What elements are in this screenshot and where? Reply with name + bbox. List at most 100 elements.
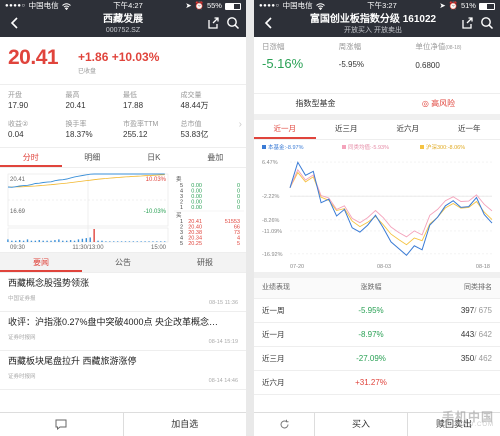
search-icon[interactable] — [226, 16, 240, 30]
x-label-mid: 08-03 — [377, 264, 391, 270]
stat-open: 开盘 17.90 — [8, 92, 29, 110]
stat-turnover: 换手率 18.37% — [65, 121, 93, 139]
svg-text:73: 73 — [234, 230, 240, 236]
current-price: 20.41 — [8, 46, 59, 69]
news-item[interactable]: 收评：沪指涨0.27%盘中突破4000点 央企改革概念… 证券时报网 08-14… — [0, 312, 246, 351]
performance-chart[interactable]: 本基金:-8.97% 同类均值:-5.93% 沪深300:-8.06% 6.47… — [254, 140, 500, 272]
volume-bar — [18, 240, 21, 242]
weekly-change: 周涨幅 -5.95% — [338, 42, 365, 69]
volume-bar — [152, 241, 154, 242]
add-watchlist-button[interactable]: 加自选 — [122, 413, 247, 436]
volume-bar — [136, 241, 138, 242]
volume-bar — [109, 241, 111, 242]
tab-detail[interactable]: 明细 — [84, 153, 101, 162]
series-peer-avg-line — [289, 168, 493, 238]
svg-text:20.41: 20.41 — [188, 219, 202, 225]
svg-text:0: 0 — [237, 183, 240, 189]
redeem-button[interactable]: 赎回卖出 — [407, 413, 500, 436]
volume-bar — [54, 240, 56, 242]
tab-intraday[interactable]: 分时 — [0, 148, 62, 167]
period-tabs: 近一月 近三月 近六月 近一年 — [254, 120, 500, 140]
pct-bottom-label: -10.03% — [144, 209, 167, 215]
stat-eps: 收益② 0.04 — [8, 121, 29, 139]
stats-row: 收益② 0.04 换手率 18.37% 市盈率TTM 255.12 总市值 53.83亿 — [8, 116, 238, 145]
header-bar: ●●●●○ 中国电信 下午3:27 ➤ ⏰ 51% 富国创业板指数分级 1610… — [254, 0, 500, 37]
fund-detail-screen: ●●●●○ 中国电信 下午3:27 ➤ ⏰ 51% 富国创业板指数分级 1610… — [254, 0, 500, 436]
svg-text:5: 5 — [180, 241, 183, 247]
volume-bar — [148, 241, 150, 242]
svg-text:66: 66 — [234, 225, 240, 231]
y-tick-label: -11.09% — [262, 229, 282, 235]
y-tick-labels: 6.47% -2.22% -8.26% -11.09% -16.92% — [262, 160, 283, 258]
watermark-logo: 手机中国 CNMO.COM — [441, 410, 494, 428]
svg-text:0: 0 — [237, 189, 240, 195]
intraday-chart[interactable]: 20.41 16.69 10.03% -10.03% 09:30 11:30/1… — [0, 168, 246, 252]
svg-text:0.00: 0.00 — [191, 194, 202, 200]
volume-bar — [7, 239, 9, 242]
intraday-chart-svg: 20.41 16.69 10.03% -10.03% 09:30 11:30/1… — [7, 173, 244, 251]
svg-text:1: 1 — [180, 219, 183, 225]
tab-announcements[interactable]: 公告 — [115, 258, 131, 267]
back-arrow-icon[interactable] — [262, 16, 276, 30]
news-tabs: 要闻 公告 研报 — [0, 252, 246, 273]
tab-daily-k[interactable]: 日K — [147, 153, 161, 162]
table-row: 近六月 +31.27% — [254, 371, 500, 395]
svg-text:0: 0 — [237, 200, 240, 206]
warning-icon: ◎ — [421, 99, 432, 108]
sell-row: 3 0.00 0 — [180, 194, 240, 200]
page-title: 富国创业板指数分级 161022 — [309, 14, 437, 25]
tab-3-months[interactable]: 近三月 — [335, 124, 358, 133]
search-icon[interactable] — [480, 16, 494, 30]
volume-bar — [116, 241, 119, 242]
tab-1-year[interactable]: 近一年 — [458, 124, 481, 133]
volume-bar — [101, 240, 103, 242]
svg-text:20.34: 20.34 — [188, 236, 202, 242]
volume-bar — [93, 229, 95, 242]
buy-button[interactable]: 买入 — [314, 413, 407, 436]
x-label-start: 07-20 — [290, 264, 304, 270]
news-title: 西藏板块尾盘拉升 西藏旅游涨停 — [8, 356, 137, 366]
volume-bar — [73, 240, 76, 242]
news-item[interactable]: 西藏概念股强势领涨 中国证券报 08-15 11:36 — [0, 273, 246, 312]
stats-grid[interactable]: 开盘 17.90 最高 20.41 最低 17.88 成交量 48.44万 收益② 0.0… — [0, 85, 246, 145]
volume-bar — [85, 238, 87, 242]
y-tick-label: -8.26% — [262, 218, 280, 224]
buy-row: 5 20.25 5 — [180, 241, 240, 247]
chevron-right-icon[interactable]: › — [238, 119, 242, 130]
location-icon: ➤ — [185, 1, 192, 10]
volume-bars — [7, 229, 166, 242]
volume-bar — [124, 241, 127, 242]
svg-text:20.38: 20.38 — [188, 230, 202, 236]
price-line — [7, 173, 165, 188]
series-fund-line — [289, 161, 493, 257]
stock-detail-screen: ●●●●○ 中国电信 下午4:27 ➤ ⏰ 55% 西藏发展 000752.SZ… — [0, 0, 246, 436]
tab-news[interactable]: 要闻 — [0, 253, 82, 272]
x-label-end: 08-18 — [476, 264, 490, 270]
volume-bar — [77, 239, 80, 242]
volume-bar — [38, 240, 40, 242]
tab-overlay[interactable]: 叠加 — [207, 153, 224, 162]
table-row: 近三月 -27.09% 350/ 462 — [254, 347, 500, 371]
volume-bar — [22, 240, 25, 242]
share-icon[interactable] — [206, 16, 220, 30]
tab-research[interactable]: 研报 — [197, 258, 213, 267]
volume-bar — [50, 240, 52, 242]
share-icon[interactable] — [460, 16, 474, 30]
battery-percent: 55% — [206, 1, 222, 10]
news-item[interactable]: 西藏板块尾盘拉升 西藏旅游涨停 证券时报网 08-14 14:46 — [0, 351, 246, 390]
comment-button[interactable] — [0, 413, 123, 436]
quote-panel: 20.41 +1.86 +10.03% 已收盘 — [0, 37, 246, 85]
tab-6-months[interactable]: 近六月 — [396, 124, 420, 133]
chart-tabs: 分时 明细 日K 叠加 — [0, 147, 246, 168]
bottom-bar: 买入 赎回卖出 — [254, 412, 500, 436]
performance-chart-svg: 本基金:-8.97% 同类均值:-5.93% 沪深300:-8.06% 6.47… — [262, 143, 493, 270]
tab-1-month[interactable]: 近一月 — [254, 120, 316, 139]
volume-bar — [140, 241, 142, 242]
news-title: 西藏概念股强势领涨 — [8, 278, 90, 288]
volume-bar — [58, 239, 60, 242]
back-arrow-icon[interactable] — [8, 16, 22, 30]
carrier-label: 中国电信 — [28, 1, 59, 10]
refresh-button[interactable] — [254, 413, 314, 436]
legend-fund: 本基金:-8.97% — [268, 143, 304, 151]
sell-label: 卖 — [176, 176, 182, 183]
